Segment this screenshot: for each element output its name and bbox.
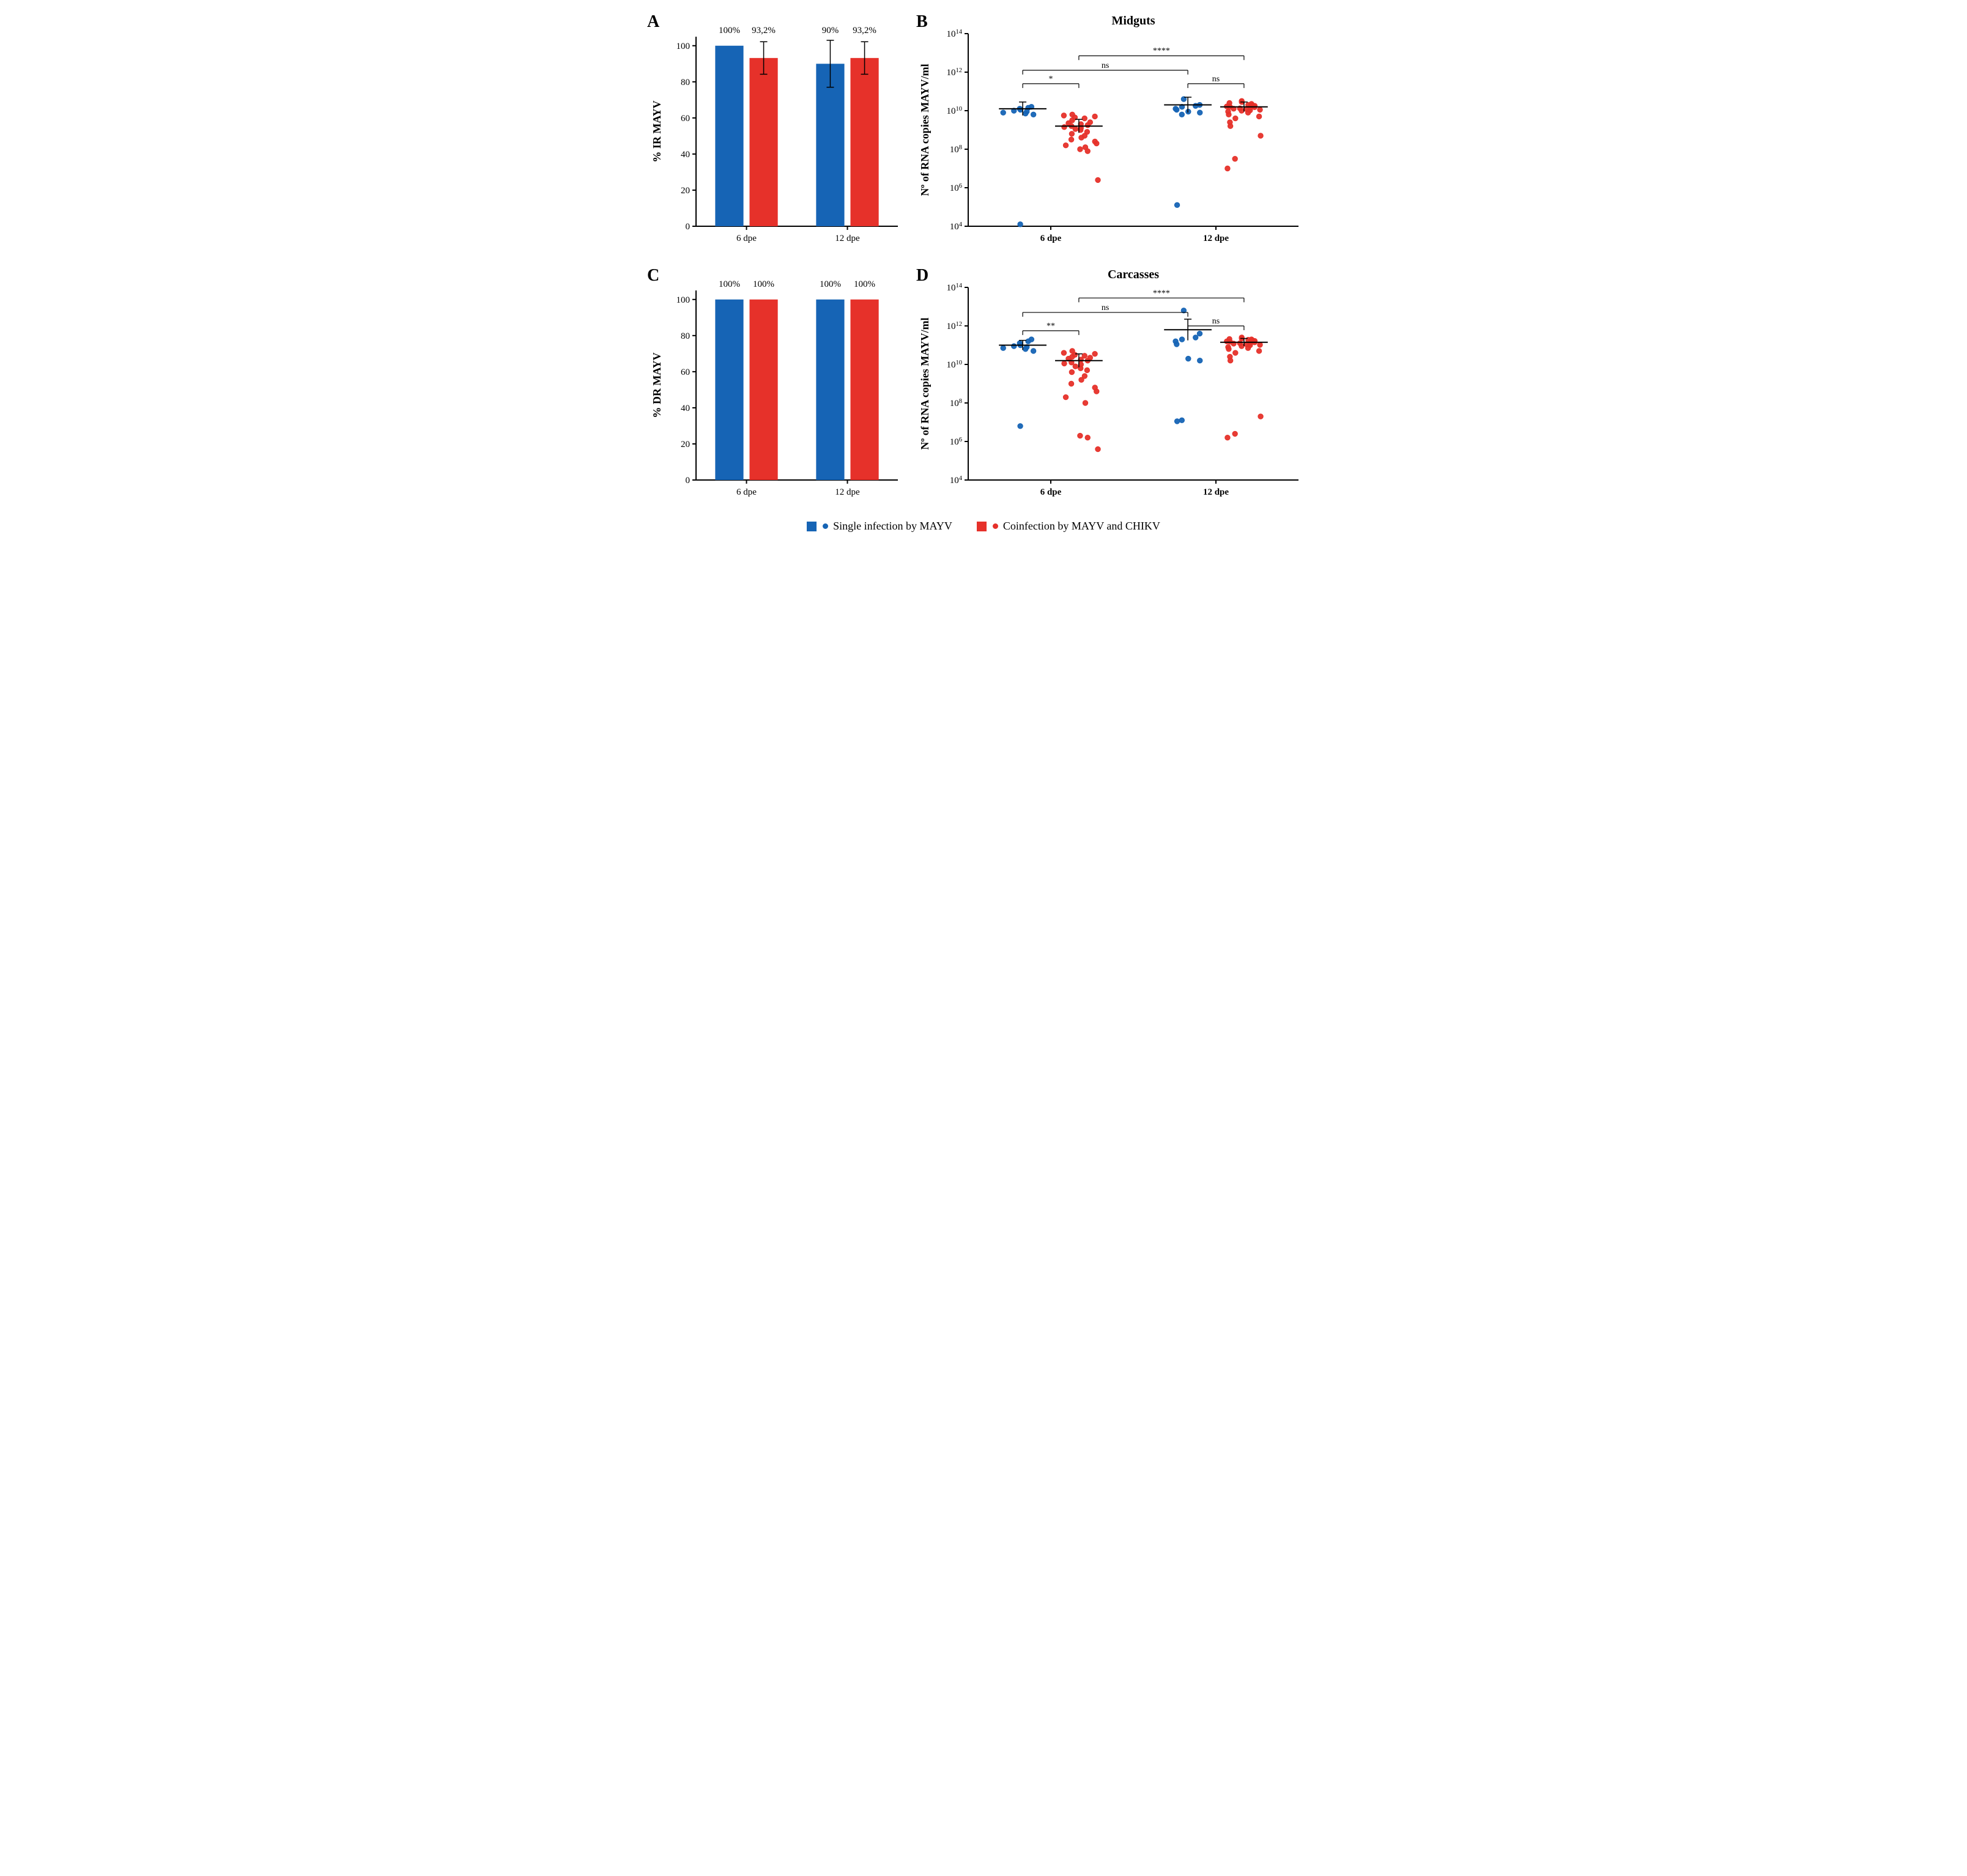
panel-b: B 104 106 108 1010 1012 1014 Midguts Nº of RNA …: [916, 12, 1308, 260]
svg-text:6 dpe: 6 dpe: [736, 487, 757, 497]
svg-text:1014: 1014: [947, 283, 963, 294]
svg-text:90%: 90%: [822, 26, 839, 35]
svg-text:Nº of RNA copies MAYV/ml: Nº of RNA copies MAYV/ml: [919, 317, 931, 449]
panel-d-svg: 104 106 108 1010 1012 1014 Carcasses Nº of RNA …: [916, 266, 1308, 511]
svg-text:12 dpe: 12 dpe: [835, 487, 860, 497]
svg-text:1012: 1012: [947, 321, 963, 332]
svg-text:100%: 100%: [820, 279, 841, 289]
svg-text:12 dpe: 12 dpe: [835, 234, 860, 243]
svg-text:80: 80: [681, 78, 690, 87]
svg-text:100: 100: [676, 295, 691, 305]
svg-text:20: 20: [681, 440, 690, 449]
svg-text:6 dpe: 6 dpe: [1040, 487, 1062, 497]
svg-text:108: 108: [950, 398, 962, 409]
svg-text:% DR MAYV: % DR MAYV: [651, 352, 663, 418]
svg-text:1010: 1010: [947, 360, 963, 371]
svg-text:40: 40: [681, 404, 690, 413]
svg-text:100: 100: [676, 42, 691, 51]
legend-label-single: Single infection by MAYV: [833, 520, 952, 533]
panel-letter-a: A: [647, 12, 659, 32]
svg-text:108: 108: [950, 144, 962, 155]
svg-text:106: 106: [950, 183, 962, 194]
svg-text:40: 40: [681, 150, 690, 160]
svg-text:1014: 1014: [947, 29, 963, 40]
svg-text:ns: ns: [1102, 61, 1109, 70]
svg-text:104: 104: [950, 221, 963, 232]
svg-text:104: 104: [950, 475, 963, 486]
figure-root: A 0 20 40 60 80 100 % IR MAYV 6 dpe 100% 93,2% 12 …: [647, 12, 1320, 533]
panel-d: D 104 106 108 1010 1012 1014 Carcasses Nº of RN…: [916, 266, 1308, 514]
svg-text:1010: 1010: [947, 106, 963, 117]
panel-letter-d: D: [916, 266, 928, 286]
svg-text:80: 80: [681, 331, 690, 341]
svg-text:106: 106: [950, 437, 962, 448]
svg-text:6 dpe: 6 dpe: [736, 234, 757, 243]
svg-text:93,2%: 93,2%: [752, 26, 776, 35]
svg-text:100%: 100%: [854, 279, 875, 289]
panel-c: C 0 20 40 60 80 100 % DR MAYV 6 dpe 100% 100% 12 d…: [647, 266, 904, 514]
svg-text:****: ****: [1153, 46, 1170, 56]
svg-text:12 dpe: 12 dpe: [1203, 234, 1229, 243]
legend-dot-single: [823, 523, 828, 529]
svg-text:ns: ns: [1212, 317, 1220, 326]
svg-text:Carcasses: Carcasses: [1108, 268, 1159, 281]
legend-item-coinfection: Coinfection by MAYV and CHIKV: [977, 520, 1160, 533]
svg-text:ns: ns: [1102, 303, 1109, 312]
svg-text:Midguts: Midguts: [1111, 14, 1155, 28]
panel-letter-c: C: [647, 266, 659, 286]
svg-text:****: ****: [1153, 289, 1170, 298]
svg-text:ns: ns: [1212, 75, 1220, 84]
svg-text:93,2%: 93,2%: [853, 26, 876, 35]
svg-text:0: 0: [686, 222, 691, 232]
svg-text:0: 0: [686, 476, 691, 486]
svg-text:*: *: [1049, 75, 1053, 84]
legend-dot-coinfection: [993, 523, 998, 529]
panel-c-svg: 0 20 40 60 80 100 % DR MAYV 6 dpe 100% 100% 12 dpe…: [647, 266, 904, 511]
svg-text:60: 60: [681, 114, 690, 124]
panel-letter-b: B: [916, 12, 928, 32]
svg-text:100%: 100%: [719, 279, 740, 289]
legend-swatch-single: [807, 522, 817, 531]
panel-a-svg: 0 20 40 60 80 100 % IR MAYV 6 dpe 100% 93,2% 12 dp…: [647, 12, 904, 257]
svg-text:12 dpe: 12 dpe: [1203, 487, 1229, 497]
panel-a: A 0 20 40 60 80 100 % IR MAYV 6 dpe 100% 93,2% 12 …: [647, 12, 904, 260]
svg-text:20: 20: [681, 186, 690, 196]
figure-legend: Single infection by MAYV Coinfection by …: [647, 520, 1320, 533]
panel-b-svg: 104 106 108 1010 1012 1014 Midguts Nº of RNA co…: [916, 12, 1308, 257]
legend-item-single: Single infection by MAYV: [807, 520, 952, 533]
svg-text:**: **: [1046, 322, 1055, 331]
svg-text:100%: 100%: [719, 26, 740, 35]
legend-swatch-coinfection: [977, 522, 987, 531]
svg-text:% IR MAYV: % IR MAYV: [651, 100, 663, 162]
svg-text:6 dpe: 6 dpe: [1040, 234, 1062, 243]
svg-text:1012: 1012: [947, 67, 963, 78]
svg-text:60: 60: [681, 367, 690, 377]
svg-text:100%: 100%: [753, 279, 774, 289]
legend-label-coinfection: Coinfection by MAYV and CHIKV: [1003, 520, 1160, 533]
svg-text:Nº of RNA copies MAYV/ml: Nº of RNA copies MAYV/ml: [919, 64, 931, 196]
